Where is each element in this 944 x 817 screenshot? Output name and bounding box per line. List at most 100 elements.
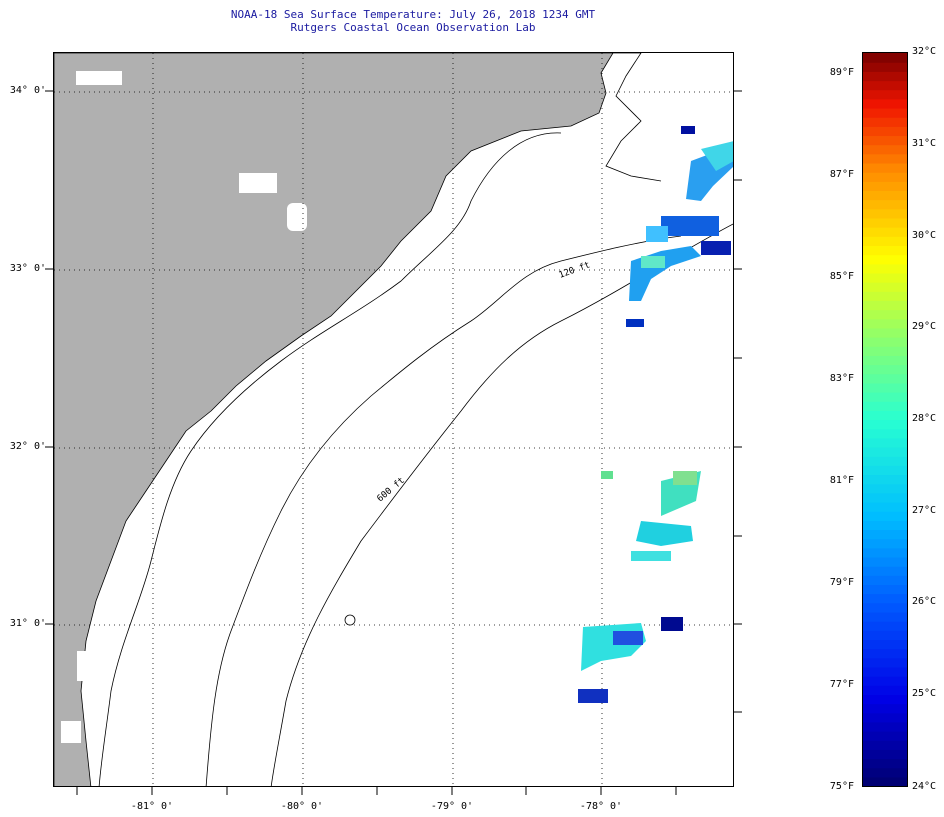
colorbar-band bbox=[863, 712, 907, 723]
colorbar-band bbox=[863, 657, 907, 668]
lat-label: 32° 0' bbox=[9, 441, 46, 452]
colorbar-band bbox=[863, 483, 907, 494]
land-nodata bbox=[287, 203, 307, 231]
colorbar-band bbox=[863, 245, 907, 256]
colorbar-band bbox=[863, 217, 907, 228]
colorbar-band bbox=[863, 621, 907, 631]
colorbar-band bbox=[863, 236, 907, 247]
colorbar-band bbox=[863, 401, 907, 411]
colorbar-band bbox=[863, 410, 907, 421]
colorbar-band bbox=[863, 135, 907, 146]
fahrenheit-label: 89°F bbox=[829, 67, 854, 78]
celsius-label: 32°C bbox=[912, 46, 937, 57]
colorbar-band bbox=[863, 566, 907, 576]
colorbar-band bbox=[863, 208, 907, 219]
colorbar-band bbox=[863, 694, 907, 705]
fahrenheit-label: 83°F bbox=[829, 373, 854, 384]
lat-label: 34° 0' bbox=[9, 85, 46, 96]
coastline bbox=[605, 53, 662, 182]
map-title: NOAA-18 Sea Surface Temperature: July 26… bbox=[230, 8, 596, 21]
lat-label: 31° 0' bbox=[9, 618, 46, 629]
colorbar-band bbox=[863, 89, 907, 100]
colorbar-band bbox=[863, 648, 907, 659]
colorbar-band bbox=[863, 263, 907, 274]
colorbar-band bbox=[863, 327, 907, 338]
colorbar-band bbox=[863, 309, 907, 320]
colorbar-band bbox=[863, 584, 907, 595]
land-nodata bbox=[61, 721, 81, 743]
colorbar-band bbox=[863, 676, 907, 686]
colorbar-band bbox=[863, 437, 907, 448]
map-subtitle: Rutgers Coastal Ocean Observation Lab bbox=[290, 21, 536, 34]
colorbar-band bbox=[863, 98, 907, 109]
land-nodata bbox=[76, 71, 122, 85]
colorbar-band bbox=[863, 511, 907, 521]
lon-label: -80° 0' bbox=[280, 801, 324, 812]
contour-middle bbox=[205, 235, 682, 786]
lon-label: -81° 0' bbox=[130, 801, 174, 812]
celsius-label: 28°C bbox=[912, 413, 937, 424]
colorbar-band bbox=[863, 611, 907, 622]
colorbar-band bbox=[863, 492, 907, 503]
colorbar-band bbox=[863, 373, 907, 384]
lon-label: -78° 0' bbox=[579, 801, 623, 812]
temperature-colorbar bbox=[862, 52, 908, 787]
colorbar-gradient bbox=[863, 53, 907, 786]
colorbar-band bbox=[863, 474, 907, 485]
colorbar-band bbox=[863, 190, 907, 201]
colorbar-band bbox=[863, 282, 907, 292]
colorbar-band bbox=[863, 80, 907, 91]
colorbar-band bbox=[863, 575, 907, 586]
colorbar-band bbox=[863, 731, 907, 741]
colorbar-band bbox=[863, 419, 907, 430]
colorbar-band bbox=[863, 172, 907, 182]
colorbar-band bbox=[863, 181, 907, 192]
colorbar-band bbox=[863, 776, 907, 786]
sst-map bbox=[53, 52, 734, 787]
colorbar-band bbox=[863, 520, 907, 531]
fahrenheit-label: 77°F bbox=[829, 679, 854, 690]
lat-label: 33° 0' bbox=[9, 263, 46, 274]
colorbar-band bbox=[863, 162, 907, 173]
colorbar-band bbox=[863, 144, 907, 155]
colorbar-band bbox=[863, 300, 907, 311]
colorbar-band bbox=[863, 456, 907, 466]
colorbar-band bbox=[863, 337, 907, 347]
fahrenheit-label: 75°F bbox=[829, 781, 854, 792]
contour-outer bbox=[270, 223, 733, 786]
colorbar-band bbox=[863, 465, 907, 476]
colorbar-band bbox=[863, 107, 907, 118]
colorbar-band bbox=[863, 318, 907, 329]
colorbar-band bbox=[863, 446, 907, 457]
colorbar-band bbox=[863, 666, 907, 677]
land-area bbox=[54, 53, 614, 786]
fahrenheit-label: 79°F bbox=[829, 577, 854, 588]
lon-label: -79° 0' bbox=[430, 801, 474, 812]
colorbar-band bbox=[863, 272, 907, 283]
colorbar-band bbox=[863, 355, 907, 366]
colorbar-band bbox=[863, 392, 907, 402]
colorbar-band bbox=[863, 767, 907, 778]
colorbar-band bbox=[863, 364, 907, 375]
celsius-label: 31°C bbox=[912, 138, 937, 149]
colorbar-band bbox=[863, 721, 907, 732]
colorbar-band bbox=[863, 254, 907, 265]
colorbar-band bbox=[863, 639, 907, 650]
celsius-label: 30°C bbox=[912, 230, 937, 241]
colorbar-band bbox=[863, 703, 907, 714]
celsius-label: 24°C bbox=[912, 781, 937, 792]
celsius-label: 26°C bbox=[912, 596, 937, 607]
celsius-label: 29°C bbox=[912, 321, 937, 332]
colorbar-band bbox=[863, 740, 907, 750]
colorbar-band bbox=[863, 291, 907, 301]
colorbar-band bbox=[863, 382, 907, 393]
colorbar-band bbox=[863, 758, 907, 769]
celsius-label: 27°C bbox=[912, 505, 937, 516]
celsius-label: 25°C bbox=[912, 688, 937, 699]
contour-label-600ft: 600 ft bbox=[376, 476, 407, 505]
colorbar-band bbox=[863, 602, 907, 613]
colorbar-band bbox=[863, 556, 907, 567]
fahrenheit-label: 87°F bbox=[829, 169, 854, 180]
colorbar-band bbox=[863, 529, 907, 540]
